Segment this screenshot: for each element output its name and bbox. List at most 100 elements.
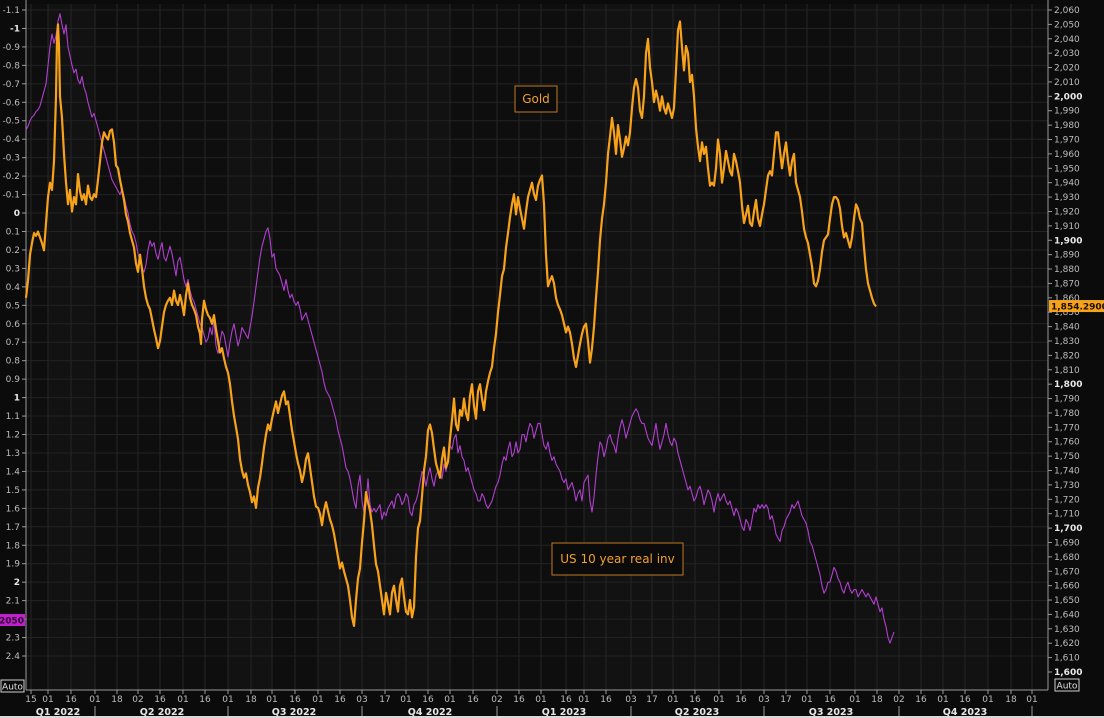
right-axis-tick-label: 1,720 [1054, 495, 1080, 505]
left-axis-tick-label: -0.7 [2, 80, 20, 90]
left-axis-tick-label: 0 [14, 209, 20, 219]
right-auto-scale-button[interactable] [1054, 678, 1080, 692]
right-axis-tick-label: 1,950 [1054, 164, 1080, 174]
x-axis-day-label: 16 [65, 695, 77, 705]
left-axis-tick-label: -0.4 [2, 135, 20, 145]
right-axis-tick-label: 1,800 [1054, 380, 1082, 390]
left-axis-tick-label: 0.7 [6, 338, 20, 348]
right-axis-tick-label: 1,970 [1054, 136, 1080, 146]
left-axis-tick-label: -1 [10, 24, 20, 34]
right-axis-tick-label: 1,710 [1054, 510, 1080, 520]
right-axis-tick-label: 2,010 [1054, 78, 1080, 88]
x-axis-day-label: 01 [1026, 695, 1037, 705]
right-axis-tick-label: 2,060 [1054, 6, 1080, 16]
right-axis-tick-label: 1,840 [1054, 323, 1080, 333]
x-axis-day-label: 16 [513, 695, 525, 705]
right-axis-tick-label: 1,650 [1054, 596, 1080, 606]
right-axis-tick-label: 1,600 [1054, 668, 1082, 678]
x-axis-day-label: 18 [111, 695, 123, 705]
svg-text:Auto: Auto [2, 683, 23, 693]
svg-text:Gold: Gold [522, 92, 550, 106]
x-axis-day-label: 16 [600, 695, 612, 705]
x-axis-day-label: 03 [625, 695, 636, 705]
svg-text:2.2050: 2.2050 [0, 617, 24, 627]
left-y-axis: -1.1 -1 -0.9 -0.8 -0.7 -0.6 -0.5 -0.4 -0.3 -0.2 -0… [0, 0, 27, 693]
right-axis-tick-label: 2,020 [1054, 64, 1080, 74]
right-axis-tick-label: 2,040 [1054, 35, 1080, 45]
left-axis-tick-label: 1 [14, 394, 20, 404]
left-axis-tick-label: 2 [14, 578, 20, 588]
x-axis-day-label: 16 [915, 695, 927, 705]
x-axis-day-label: 16 [467, 695, 479, 705]
x-axis-day-label: 17 [780, 695, 791, 705]
x-axis-day-label: 16 [689, 695, 701, 705]
right-axis-tick-label: 2,050 [1054, 20, 1080, 30]
right-axis-tick-label: 1,810 [1054, 366, 1080, 376]
x-axis-day-label: 01 [801, 695, 812, 705]
left-axis-tick-label: 2.3 [6, 634, 20, 644]
left-axis-tick-label: 0.5 [6, 301, 20, 311]
right-axis-tick-label: 1,760 [1054, 438, 1080, 448]
x-axis: 15 01 16 01 18 02 16 01 16 01 18 01 16 01 16 03 17 01 16 01… [0, 689, 1104, 718]
right-axis-tick-label: 1,820 [1054, 351, 1080, 361]
x-axis-day-label: 16 [334, 695, 346, 705]
left-auto-scale-button[interactable] [0, 679, 25, 693]
right-axis-tick-label: 1,960 [1054, 150, 1080, 160]
x-axis-day-label: 01 [89, 695, 100, 705]
svg-text:1,854.2900: 1,854.2900 [1051, 303, 1104, 313]
x-axis-quarter-label: Q2 2023 [675, 707, 719, 718]
left-axis-tick-label: -0.2 [2, 172, 20, 182]
left-axis-tick-label: -0.9 [2, 43, 20, 53]
left-axis-tick-label: 0.3 [6, 264, 20, 274]
x-axis-day-label: 01 [266, 695, 277, 705]
left-axis-tick-label: -0.3 [2, 154, 20, 164]
left-axis-tick-label: 1.9 [6, 560, 21, 570]
series-lines [24, 13, 895, 644]
right-axis-tick-label: 1,890 [1054, 251, 1080, 261]
legend-annotations: Gold US 10 year real inv [514, 85, 684, 576]
right-axis-tick-label: 1,770 [1054, 423, 1080, 433]
x-axis-day-label: 02 [491, 695, 502, 705]
gold-line [24, 20, 877, 628]
x-axis-day-label: 18 [245, 695, 257, 705]
svg-text:US 10 year real inv: US 10 year real inv [560, 552, 674, 566]
left-axis-tick-label: 1.2 [6, 431, 20, 441]
right-axis-tick-label: 1,680 [1054, 553, 1080, 563]
x-axis-quarter-label: Q4 2023 [943, 707, 987, 718]
x-axis-day-label: 01 [982, 695, 993, 705]
left-axis-tick-label: -0.1 [2, 191, 20, 201]
right-axis-tick-label: 1,750 [1054, 452, 1080, 462]
right-axis-tick-label: 1,930 [1054, 193, 1080, 203]
last-value-badges: 1,854.2900 2.2050 [0, 300, 1104, 627]
right-axis-tick-label: 2,000 [1054, 92, 1082, 102]
right-axis-tick-label: 1,850 [1054, 308, 1080, 318]
right-axis-tick-label: 1,940 [1054, 179, 1080, 189]
gold-last-value-badge [1049, 300, 1104, 313]
x-axis-day-label: 01 [444, 695, 455, 705]
left-axis-tick-label: 1.1 [6, 412, 20, 422]
right-axis-tick-label: 1,870 [1054, 279, 1080, 289]
x-axis-day-label: 15 [25, 695, 36, 705]
left-axis-tick-label: -1.1 [2, 6, 20, 16]
x-axis-day-label: 17 [379, 695, 390, 705]
left-axis-tick-label: 1.3 [6, 449, 20, 459]
gold-label-box [514, 85, 558, 113]
real-yield-last-value-badge [0, 614, 25, 627]
left-axis-tick-label: 0.1 [6, 227, 20, 237]
right-axis-tick-label: 1,830 [1054, 337, 1080, 347]
x-axis-day-label: 16 [154, 695, 166, 705]
x-axis-quarter-label: Q2 2022 [140, 707, 184, 718]
x-axis-quarter-label: Q1 2022 [36, 707, 80, 718]
x-axis-day-label: 01 [535, 695, 546, 705]
right-axis-tick-label: 1,620 [1054, 639, 1080, 649]
left-axis-tick-label: -0.8 [2, 61, 20, 71]
x-axis-day-label: 16 [824, 695, 836, 705]
x-axis-quarter-label: Q1 2023 [542, 707, 586, 718]
x-axis-day-label: 16 [959, 695, 971, 705]
right-axis-tick-label: 1,630 [1054, 625, 1080, 635]
x-axis-quarter-label: Q3 2023 [809, 707, 853, 718]
right-axis-tick-label: 2,030 [1054, 49, 1080, 59]
left-axis-tick-label: 1.4 [6, 467, 21, 477]
right-axis-tick-label: 1,990 [1054, 107, 1080, 117]
